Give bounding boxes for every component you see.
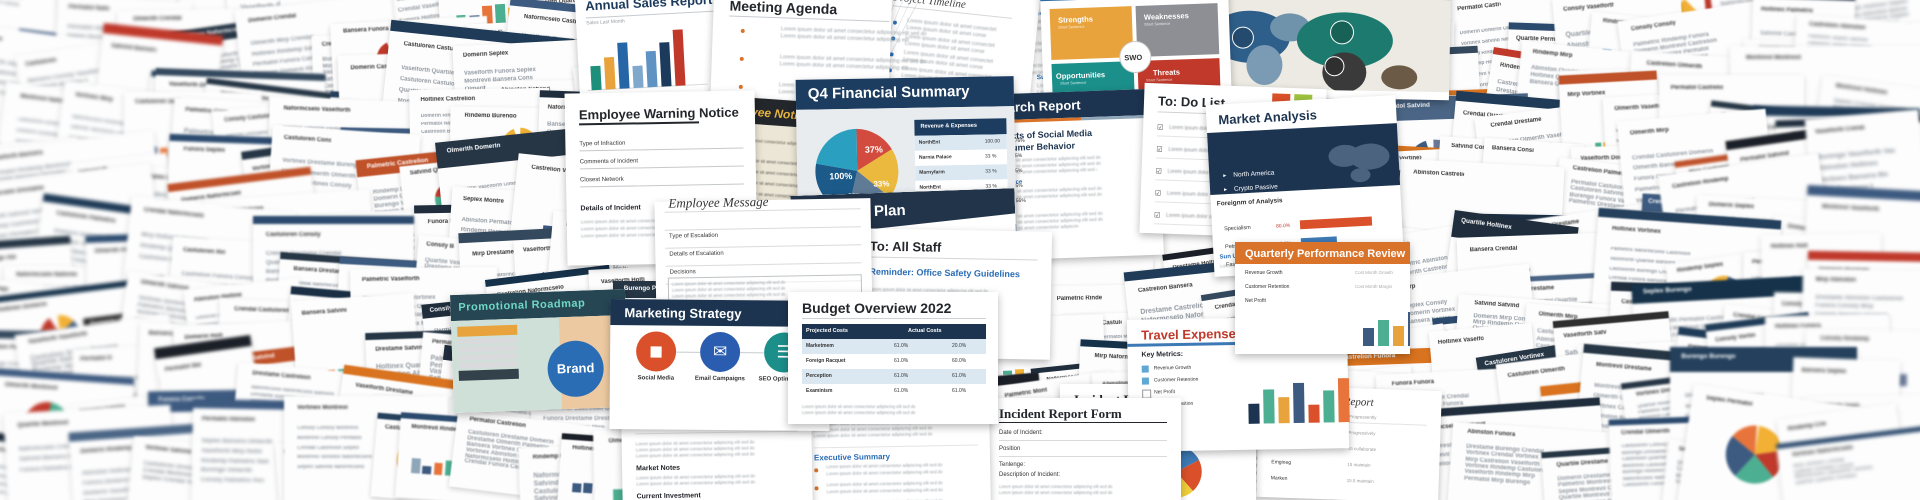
svg-text:100%: 100% <box>829 171 852 181</box>
svg-text:33%: 33% <box>873 179 889 188</box>
svg-text:37%: 37% <box>865 144 883 154</box>
